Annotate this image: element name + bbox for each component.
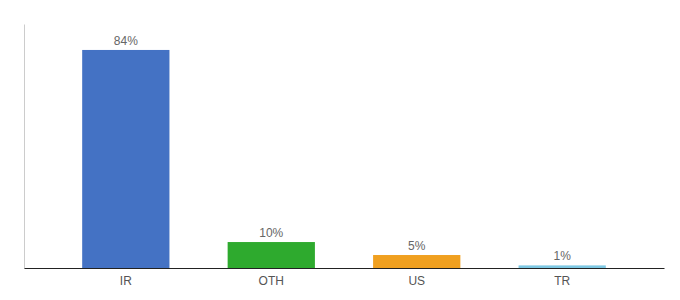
x-tick-label: TR (554, 274, 570, 288)
data-label: 5% (408, 239, 426, 253)
bar (519, 265, 606, 268)
chart-container: IR OTH US TR 84% 10% 5% 1% (0, 0, 680, 300)
bar (228, 242, 315, 268)
y-axis-line (24, 25, 25, 269)
x-axis-line (25, 268, 665, 269)
x-tick-label: IR (120, 274, 132, 288)
bars (82, 50, 606, 268)
data-label: 1% (554, 249, 572, 263)
x-tick: US (408, 268, 425, 288)
y-axis (24, 25, 25, 269)
plot-area: IR OTH US TR 84% 10% 5% 1% (25, 25, 665, 288)
data-label: 10% (259, 226, 283, 240)
data-labels: 84% 10% 5% 1% (114, 34, 571, 263)
data-label: 84% (114, 34, 138, 48)
bar (82, 50, 169, 268)
x-axis: IR OTH US TR (25, 268, 665, 288)
x-tick-label: OTH (259, 274, 284, 288)
chart-svg: IR OTH US TR 84% 10% 5% 1% (0, 0, 680, 300)
x-tick: TR (554, 268, 570, 288)
bar (373, 255, 460, 268)
x-tick: IR (120, 268, 132, 288)
x-tick: OTH (259, 268, 284, 288)
x-tick-label: US (408, 274, 425, 288)
